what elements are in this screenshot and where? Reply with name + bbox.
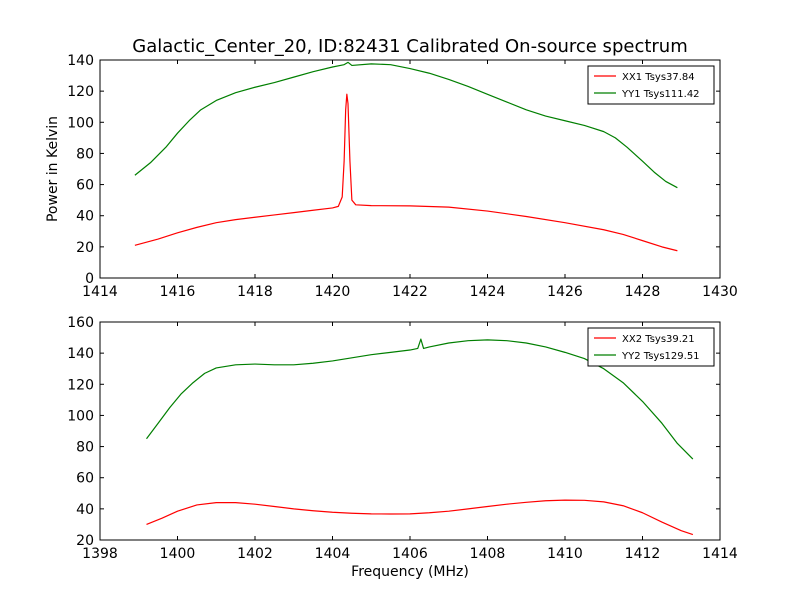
x-tick-label: 1398 xyxy=(82,546,118,562)
y-tick-label: 0 xyxy=(85,271,94,287)
y-axis-label: Power in Kelvin xyxy=(45,116,61,222)
x-tick-label: 1422 xyxy=(392,284,428,300)
x-tick-label: 1424 xyxy=(470,284,506,300)
y-tick-label: 20 xyxy=(76,240,94,256)
figure-title: Galactic_Center_20, ID:82431 Calibrated … xyxy=(132,36,688,57)
y-tick-label: 120 xyxy=(67,84,94,100)
x-tick-label: 1420 xyxy=(315,284,351,300)
y-tick-label: 80 xyxy=(76,440,94,456)
y-tick-label: 140 xyxy=(67,53,94,69)
y-tick-label: 40 xyxy=(76,209,94,225)
series-line-xx xyxy=(134,93,678,252)
x-tick-label: 1428 xyxy=(625,284,661,300)
x-tick-label: 1426 xyxy=(547,284,583,300)
x-tick-label: 1414 xyxy=(702,546,738,562)
y-tick-label: 100 xyxy=(67,115,94,131)
y-tick-label: 160 xyxy=(67,315,94,331)
y-tick-label: 60 xyxy=(76,178,94,194)
x-tick-label: 1412 xyxy=(625,546,661,562)
series-line-yy xyxy=(134,61,678,189)
x-tick-label: 1402 xyxy=(237,546,273,562)
legend-label: XX1 Tsys37.84 xyxy=(622,72,695,83)
x-tick-label: 1406 xyxy=(392,546,428,562)
x-tick-label: 1404 xyxy=(315,546,351,562)
x-tick-label: 1408 xyxy=(470,546,506,562)
series-line-xx xyxy=(146,499,694,536)
legend-box xyxy=(587,327,715,367)
x-tick-label: 1414 xyxy=(82,284,118,300)
x-tick-label: 1400 xyxy=(160,546,196,562)
y-tick-label: 140 xyxy=(67,346,94,362)
legend-label: YY1 Tsys111.42 xyxy=(621,89,700,100)
y-tick-label: 80 xyxy=(76,146,94,162)
y-tick-label: 60 xyxy=(76,471,94,487)
y-tick-label: 120 xyxy=(67,377,94,393)
y-tick-label: 40 xyxy=(76,502,94,518)
legend-label: YY2 Tsys129.51 xyxy=(621,351,700,362)
y-tick-label: 20 xyxy=(76,533,94,549)
legend-label: XX2 Tsys39.21 xyxy=(622,334,695,345)
x-axis-label: Frequency (MHz) xyxy=(351,564,469,580)
x-tick-label: 1418 xyxy=(237,284,273,300)
x-tick-label: 1416 xyxy=(160,284,196,300)
x-tick-label: 1410 xyxy=(547,546,583,562)
y-tick-label: 100 xyxy=(67,408,94,424)
bottom-panel: 1398 1400 1402 1404 1406 1408 1410 1412 1414 20 40… xyxy=(67,315,738,580)
legend-box xyxy=(587,65,715,105)
top-panel: 1414 1416 1418 1420 1422 1424 1426 1428 1430 0 20 4… xyxy=(45,53,738,300)
x-tick-label: 1430 xyxy=(702,284,738,300)
